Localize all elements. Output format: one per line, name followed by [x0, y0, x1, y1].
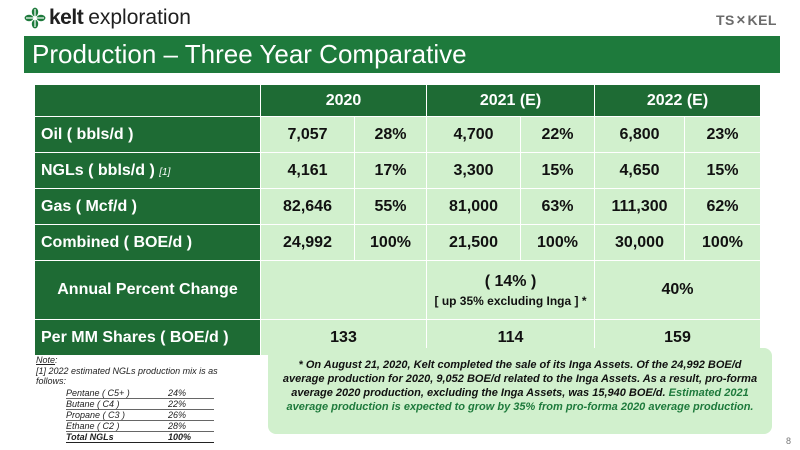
- exchange-left: TS: [716, 12, 735, 28]
- percent-cell: 28%: [354, 116, 427, 153]
- percent-cell: 15%: [684, 152, 761, 189]
- ngl-mix-row: Pentane ( C5+ ) 24%: [66, 388, 214, 399]
- ngl-total-name: Total NGLs: [66, 431, 168, 443]
- row-label: Gas ( Mcf/d ): [34, 188, 261, 225]
- percent-cell: 100%: [520, 224, 595, 261]
- callout-text-main: * On August 21, 2020, Kelt completed the…: [282, 359, 758, 399]
- page-number: 8: [786, 436, 792, 446]
- logo-brand-text: kelt: [49, 6, 84, 29]
- volume-cell: 6,800: [594, 116, 685, 153]
- volume-cell: 81,000: [426, 188, 521, 225]
- percent-cell: 100%: [354, 224, 427, 261]
- ngl-pct: 22%: [168, 398, 214, 410]
- note-title: Note: [36, 355, 56, 365]
- percent-cell: 15%: [520, 152, 595, 189]
- ngl-mix-row: Propane ( C3 ) 26%: [66, 409, 214, 421]
- percent-cell: 63%: [520, 188, 595, 225]
- ngl-mix-row: Butane ( C4 ) 22%: [66, 398, 214, 410]
- volume-cell: 4,650: [594, 152, 685, 189]
- table-row: NGLs ( bbls/d ) [1] 4,161 17% 3,300 15% …: [34, 152, 761, 189]
- ngl-pct: 26%: [168, 409, 214, 421]
- volume-cell: 3,300: [426, 152, 521, 189]
- inga-sale-callout: * On August 21, 2020, Kelt completed the…: [268, 348, 772, 434]
- kelt-leaf-logo-icon: [24, 7, 46, 29]
- ngl-mix-table: Pentane ( C5+ ) 24% Butane ( C4 ) 22% Prop…: [66, 388, 214, 443]
- ngl-total-row: Total NGLs 100%: [66, 431, 214, 443]
- annual-change-2021-note: [ up 35% excluding Inga ] *: [434, 293, 587, 308]
- ngl-name: Ethane ( C2 ): [66, 420, 168, 432]
- row-label-text: NGLs ( bbls/d ): [41, 161, 155, 179]
- footnote-ref: [1]: [159, 166, 171, 178]
- exchange-right: KEL: [747, 12, 777, 28]
- ngl-mix-row: Ethane ( C2 ) 28%: [66, 420, 214, 432]
- volume-cell: 24,992: [260, 224, 355, 261]
- tsx-star-icon: ✕: [735, 13, 747, 27]
- ngl-pct: 28%: [168, 420, 214, 432]
- tsx-ticker: TS ✕ KEL: [716, 9, 777, 31]
- header-corner: [34, 84, 261, 117]
- row-label: Oil ( bbls/d ): [34, 116, 261, 153]
- year-header: 2021 (E): [426, 84, 595, 117]
- callout-text-growth: Estimated 2021 average production is exp…: [286, 387, 754, 413]
- production-table: 2020 2021 (E) 2022 (E) Oil ( bbls/d ) 7,…: [34, 84, 761, 356]
- annual-change-2022: 40%: [594, 260, 761, 320]
- ngl-name: Butane ( C4 ): [66, 398, 168, 410]
- annual-change-2020: [260, 260, 427, 320]
- per-share-label: Per MM Shares ( BOE/d ): [34, 319, 261, 356]
- year-header: 2022 (E): [594, 84, 761, 117]
- percent-cell: 62%: [684, 188, 761, 225]
- ngl-pct: 24%: [168, 388, 214, 399]
- slide-title: Production – Three Year Comparative: [24, 36, 780, 73]
- percent-cell: 22%: [520, 116, 595, 153]
- table-header-row: 2020 2021 (E) 2022 (E): [34, 84, 761, 117]
- row-label: Combined ( BOE/d ): [34, 224, 261, 261]
- volume-cell: 82,646: [260, 188, 355, 225]
- ngl-total-pct: 100%: [168, 431, 214, 443]
- percent-cell: 100%: [684, 224, 761, 261]
- percent-cell: 17%: [354, 152, 427, 189]
- volume-cell: 21,500: [426, 224, 521, 261]
- per-share-row: Per MM Shares ( BOE/d ) 133 114 159: [34, 319, 761, 356]
- volume-cell: 4,161: [260, 152, 355, 189]
- annual-change-2021: ( 14% ) [ up 35% excluding Inga ] *: [426, 260, 595, 320]
- row-label-text: Combined ( BOE/d ): [41, 233, 193, 251]
- volume-cell: 111,300: [594, 188, 685, 225]
- year-header: 2020: [260, 84, 427, 117]
- footnote-block: Note: [1] 2022 estimated NGLs production…: [36, 355, 246, 443]
- row-label: NGLs ( bbls/d ) [1]: [34, 152, 261, 189]
- logo-word-text: exploration: [88, 6, 191, 29]
- percent-cell: 55%: [354, 188, 427, 225]
- table-row: Gas ( Mcf/d ) 82,646 55% 81,000 63% 111,…: [34, 188, 761, 225]
- company-logo: kelt exploration: [24, 6, 191, 30]
- annual-change-2021-value: ( 14% ): [484, 272, 537, 290]
- ngl-name: Pentane ( C5+ ): [66, 388, 168, 399]
- row-label-text: Oil ( bbls/d ): [41, 125, 134, 143]
- percent-cell: 23%: [684, 116, 761, 153]
- annual-change-label: Annual Percent Change: [34, 260, 261, 320]
- ngl-name: Propane ( C3 ): [66, 409, 168, 421]
- volume-cell: 30,000: [594, 224, 685, 261]
- row-label-text: Gas ( Mcf/d ): [41, 197, 138, 215]
- note-colon: :: [55, 355, 58, 365]
- annual-change-row: Annual Percent Change ( 14% ) [ up 35% e…: [34, 260, 761, 320]
- table-row: Oil ( bbls/d ) 7,057 28% 4,700 22% 6,800…: [34, 116, 761, 153]
- note-line: [1] 2022 estimated NGLs production mix i…: [36, 366, 218, 386]
- volume-cell: 7,057: [260, 116, 355, 153]
- volume-cell: 4,700: [426, 116, 521, 153]
- table-row: Combined ( BOE/d ) 24,992 100% 21,500 10…: [34, 224, 761, 261]
